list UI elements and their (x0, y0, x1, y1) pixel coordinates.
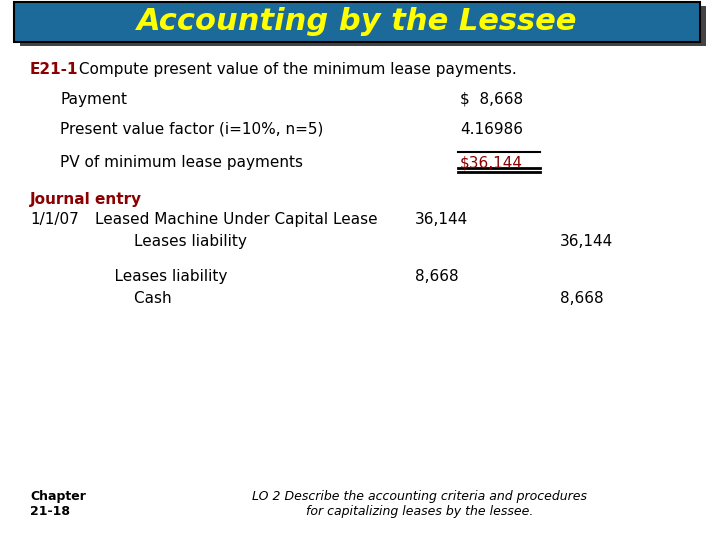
Text: 8,668: 8,668 (560, 291, 603, 306)
Text: Chapter
21-18: Chapter 21-18 (30, 490, 86, 518)
Text: PV of minimum lease payments: PV of minimum lease payments (60, 155, 303, 170)
Text: 1/1/07: 1/1/07 (30, 212, 78, 227)
Text: LO 2 Describe the accounting criteria and procedures
for capitalizing leases by : LO 2 Describe the accounting criteria an… (253, 490, 588, 518)
Text: Payment: Payment (60, 92, 127, 107)
FancyBboxPatch shape (20, 6, 706, 46)
Text: Leased Machine Under Capital Lease: Leased Machine Under Capital Lease (95, 212, 377, 227)
Text: Accounting by the Lessee: Accounting by the Lessee (137, 6, 577, 36)
Text: Present value factor (i=10%, n=5): Present value factor (i=10%, n=5) (60, 122, 323, 137)
Text: $36,144: $36,144 (460, 155, 523, 170)
Text: 36,144: 36,144 (415, 212, 468, 227)
Text: $  8,668: $ 8,668 (460, 92, 523, 107)
Text: Leases liability: Leases liability (95, 269, 228, 284)
Text: E21-1: E21-1 (30, 62, 78, 77)
FancyBboxPatch shape (14, 2, 700, 42)
Text: Journal entry: Journal entry (30, 192, 142, 207)
Text: 36,144: 36,144 (560, 234, 613, 249)
Text: 8,668: 8,668 (415, 269, 459, 284)
Text: Leases liability: Leases liability (95, 234, 247, 249)
Text: Cash: Cash (95, 291, 171, 306)
Text: Compute present value of the minimum lease payments.: Compute present value of the minimum lea… (74, 62, 517, 77)
Text: 4.16986: 4.16986 (460, 122, 523, 137)
